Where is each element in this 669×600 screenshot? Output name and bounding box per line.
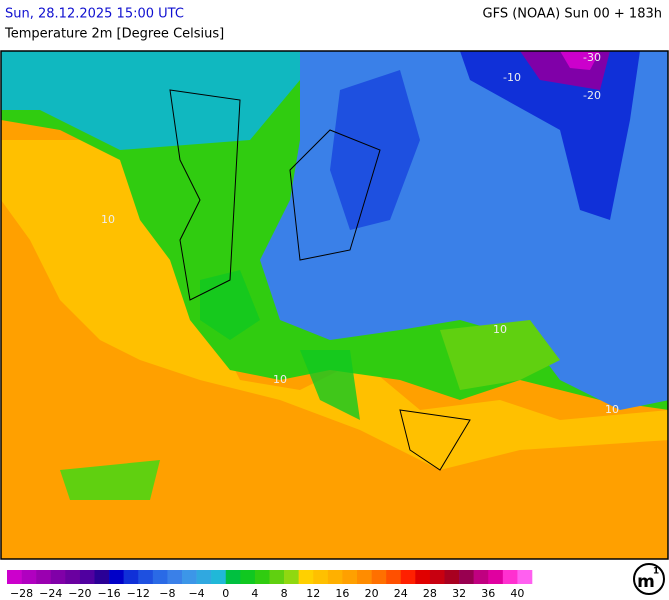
colorbar-swatch (459, 570, 474, 584)
colorbar-swatch (327, 570, 343, 584)
colorbar-swatch (488, 570, 504, 584)
contour-label: 10 (605, 403, 619, 416)
colorbar-label: 40 (510, 587, 524, 600)
colorbar-swatch (211, 570, 227, 584)
colorbar-swatch (400, 570, 416, 584)
colorbar-label: 28 (423, 587, 437, 600)
contour-label: 10 (101, 213, 115, 226)
colorbar-swatch (284, 570, 299, 584)
colorbar-label: −12 (127, 587, 150, 600)
colorbar-swatch (444, 570, 460, 584)
colorbar-label: −20 (68, 587, 91, 600)
contour-label: -10 (503, 71, 521, 84)
colorbar-swatch (386, 570, 402, 584)
colorbar-swatch (517, 570, 533, 584)
colorbar-swatch (94, 570, 110, 584)
colorbar-swatch (225, 570, 241, 584)
contour-label: -30 (583, 51, 601, 64)
colorbar-swatch (36, 570, 52, 584)
colorbar-label: 20 (365, 587, 379, 600)
map: -30 -20 -10 10 10 10 10 (1, 51, 668, 559)
colorbar-swatch (109, 570, 124, 584)
colorbar-swatch (79, 570, 95, 584)
colorbar-swatch (502, 570, 518, 584)
colorbar-swatch (473, 570, 489, 584)
colorbar-label: 32 (452, 587, 466, 600)
model-info: GFS (NOAA) Sun 00 + 183h (483, 7, 662, 22)
colorbar-swatch (21, 570, 37, 584)
colorbar-swatch (254, 570, 270, 584)
colorbar-swatch (138, 570, 154, 584)
colorbar-swatch (342, 570, 358, 584)
colorbar-swatch (50, 570, 66, 584)
colorbar-swatch (313, 570, 329, 584)
colorbar-label: 12 (306, 587, 320, 600)
logo-superscript: 1 (653, 567, 659, 577)
colorbar-swatch (182, 570, 197, 584)
colorbar-label: 8 (281, 587, 288, 600)
colorbar-swatch (415, 570, 431, 584)
map-frame (0, 50, 669, 560)
subtitle: Temperature 2m [Degree Celsius] (4, 27, 224, 42)
colorbar-label: −28 (10, 587, 33, 600)
colorbar-label: 24 (394, 587, 408, 600)
colorbar-swatch (269, 570, 285, 584)
logo-text: m (637, 572, 655, 592)
colorbar-swatch (371, 570, 387, 584)
colorbar-swatch (429, 570, 445, 584)
colorbar-label: −24 (39, 587, 62, 600)
colorbar-swatch (240, 570, 256, 584)
contour-label: 10 (493, 323, 507, 336)
contour-label: -20 (583, 89, 601, 102)
colorbar-swatch (196, 570, 212, 584)
logo (633, 563, 665, 595)
colorbar-swatch (7, 570, 22, 584)
datetime: Sun, 28.12.2025 15:00 UTC (5, 7, 184, 22)
colorbar-swatch (167, 570, 183, 584)
contour-label: 10 (273, 373, 287, 386)
colorbar-label: 16 (335, 587, 349, 600)
colorbar-swatch (152, 570, 168, 584)
colorbar-swatch (65, 570, 81, 584)
colorbar-label: −16 (97, 587, 120, 600)
colorbar-label: 36 (481, 587, 495, 600)
colorbar-label: 4 (251, 587, 258, 600)
colorbar-label: −8 (159, 587, 175, 600)
colorbar-label: −4 (188, 587, 204, 600)
colorbar-swatch (357, 570, 372, 584)
colorbar-label: 0 (222, 587, 229, 600)
colorbar-swatch (298, 570, 314, 584)
colorbar-swatch (123, 570, 139, 584)
